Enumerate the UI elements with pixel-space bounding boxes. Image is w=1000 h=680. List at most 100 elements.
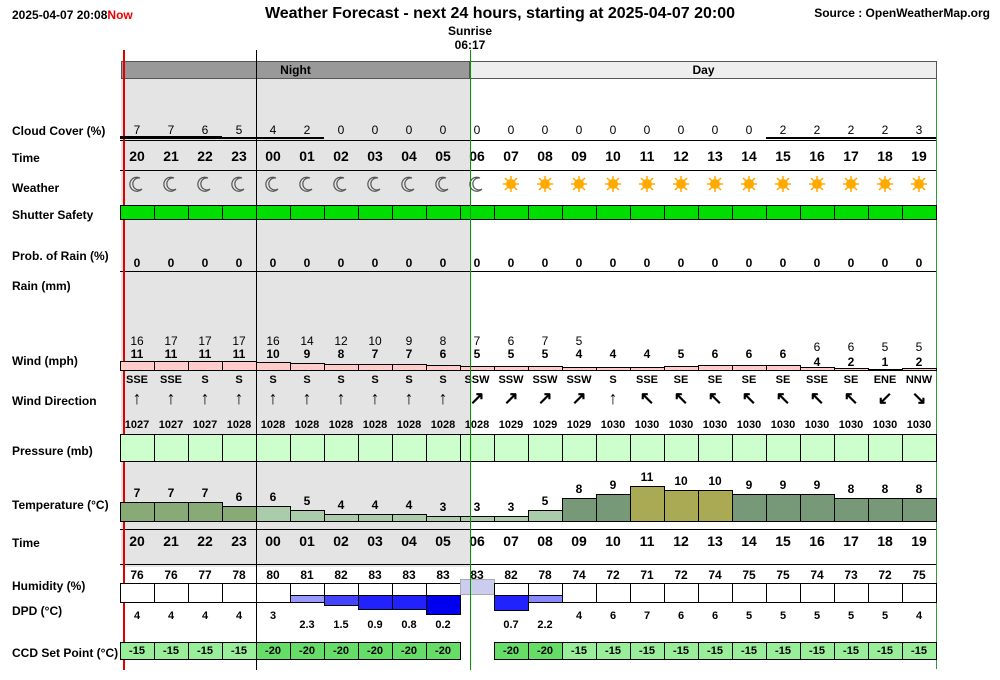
gust-value: 6 [847,340,855,354]
hour-label: 17 [843,148,859,164]
dpd-value: 6 [609,610,617,622]
ccd-value: -15 [197,645,213,657]
wind-bar [596,366,631,371]
moon-icon [460,174,494,194]
humidity-cell [766,583,801,603]
hour-label: 14 [741,148,757,164]
shutter-cell [154,205,189,220]
humidity-value: 73 [844,568,858,582]
pressure-value: 1028 [328,419,354,431]
wind-bar [766,365,801,371]
wind-dir-label: SSW [532,374,558,386]
row-rule [120,529,937,530]
temperature-bar [154,502,189,522]
dpd-value: 2.2 [537,619,553,631]
wind-arrow-icon: ↖ [843,388,859,408]
cloud-value: 2 [813,123,821,137]
pressure-value: 1029 [532,419,558,431]
wind-bar [902,368,937,371]
humidity-cell [868,583,903,603]
cloud-bar [800,137,834,140]
cloud-value: 0 [405,123,413,137]
humidity-value: 77 [198,568,212,582]
pressure-value: 1027 [124,419,150,431]
rain-prob-value: 0 [201,256,209,270]
wind-bar [324,363,359,371]
shutter-cell [324,205,359,220]
ccd-value: -15 [911,645,927,657]
humidity-value: 71 [640,568,654,582]
hour-label: 20 [129,148,145,164]
hour-label-2: 20 [129,533,145,549]
cloud-bar [290,137,324,140]
dpd-bar [358,595,393,610]
night-shading [121,79,470,567]
cloud-value: 3 [915,123,923,137]
temperature-value: 8 [575,482,583,496]
rain-prob-value: 0 [779,256,787,270]
wind-value: 8 [337,347,345,361]
pressure-cell [800,434,835,462]
shutter-cell [766,205,801,220]
wind-bar [154,361,189,371]
rain-prob-value: 0 [881,256,889,270]
pressure-cell [630,434,665,462]
pressure-value: 1030 [668,419,694,431]
pressure-value: 1028 [362,419,388,431]
humidity-cell [120,583,155,603]
hour-label: 12 [673,148,689,164]
wind-value: 6 [711,347,719,361]
wind-value: 4 [575,347,583,361]
dpd-value: 4 [167,610,175,622]
ccd-value: -20 [265,645,281,657]
wind-dir-label: S [439,374,447,386]
hour-label-2: 02 [333,533,349,549]
ccd-value: -15 [571,645,587,657]
shutter-cell [596,205,631,220]
pressure-value: 1030 [634,419,660,431]
cloud-value: 2 [779,123,787,137]
hour-label: 00 [265,148,281,164]
label-rain: Rain (mm) [12,279,71,293]
header-timestamp: 2025-04-07 20:08Now [12,8,133,22]
wind-value: 5 [541,347,549,361]
humidity-cell [732,583,767,603]
shutter-cell [460,205,495,220]
dpd-bar [528,595,563,603]
rain-prob-value: 0 [643,256,651,270]
label-temperature: Temperature (°C) [12,498,109,512]
temperature-value: 8 [881,482,889,496]
temperature-value: 9 [745,478,753,492]
dpd-value: 6 [677,610,685,622]
ccd-value: -15 [877,645,893,657]
wind-arrow-icon: ↖ [673,388,689,408]
ccd-value: -15 [129,645,145,657]
sun-icon [868,174,902,194]
dpd-value: 5 [813,610,821,622]
hour-label: 13 [707,148,723,164]
pressure-cell [562,434,597,462]
cloud-bar [834,137,868,140]
now-line [123,50,125,670]
humidity-value: 72 [878,568,892,582]
pressure-cell [290,434,325,462]
sunrise-label: Sunrise 06:17 [420,24,520,52]
cloud-value: 0 [677,123,685,137]
temperature-value: 6 [269,490,277,504]
rain-prob-value: 0 [133,256,141,270]
pressure-cell [834,434,869,462]
hour-label-2: 17 [843,533,859,549]
cloud-value: 2 [847,123,855,137]
pressure-value: 1030 [702,419,728,431]
sun-icon [766,174,800,194]
hour-label: 05 [435,148,451,164]
pressure-value: 1029 [498,419,524,431]
temperature-bar [698,490,733,522]
pressure-cell [426,434,461,462]
pressure-cell [528,434,563,462]
ccd-value: -15 [605,645,621,657]
hour-label: 06 [469,148,485,164]
shutter-cell [868,205,903,220]
wind-bar [732,365,767,371]
humidity-cell [596,583,631,603]
